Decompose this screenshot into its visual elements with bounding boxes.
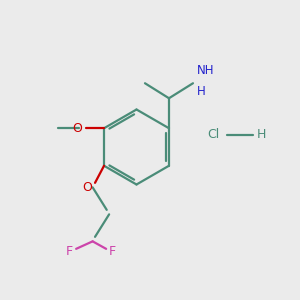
Text: O: O bbox=[82, 181, 92, 194]
Text: H: H bbox=[197, 85, 206, 98]
Text: H: H bbox=[256, 128, 266, 142]
Text: O: O bbox=[73, 122, 82, 135]
Text: NH: NH bbox=[197, 64, 214, 76]
Text: F: F bbox=[66, 245, 73, 258]
Text: Cl: Cl bbox=[207, 128, 219, 142]
Text: F: F bbox=[109, 245, 116, 258]
